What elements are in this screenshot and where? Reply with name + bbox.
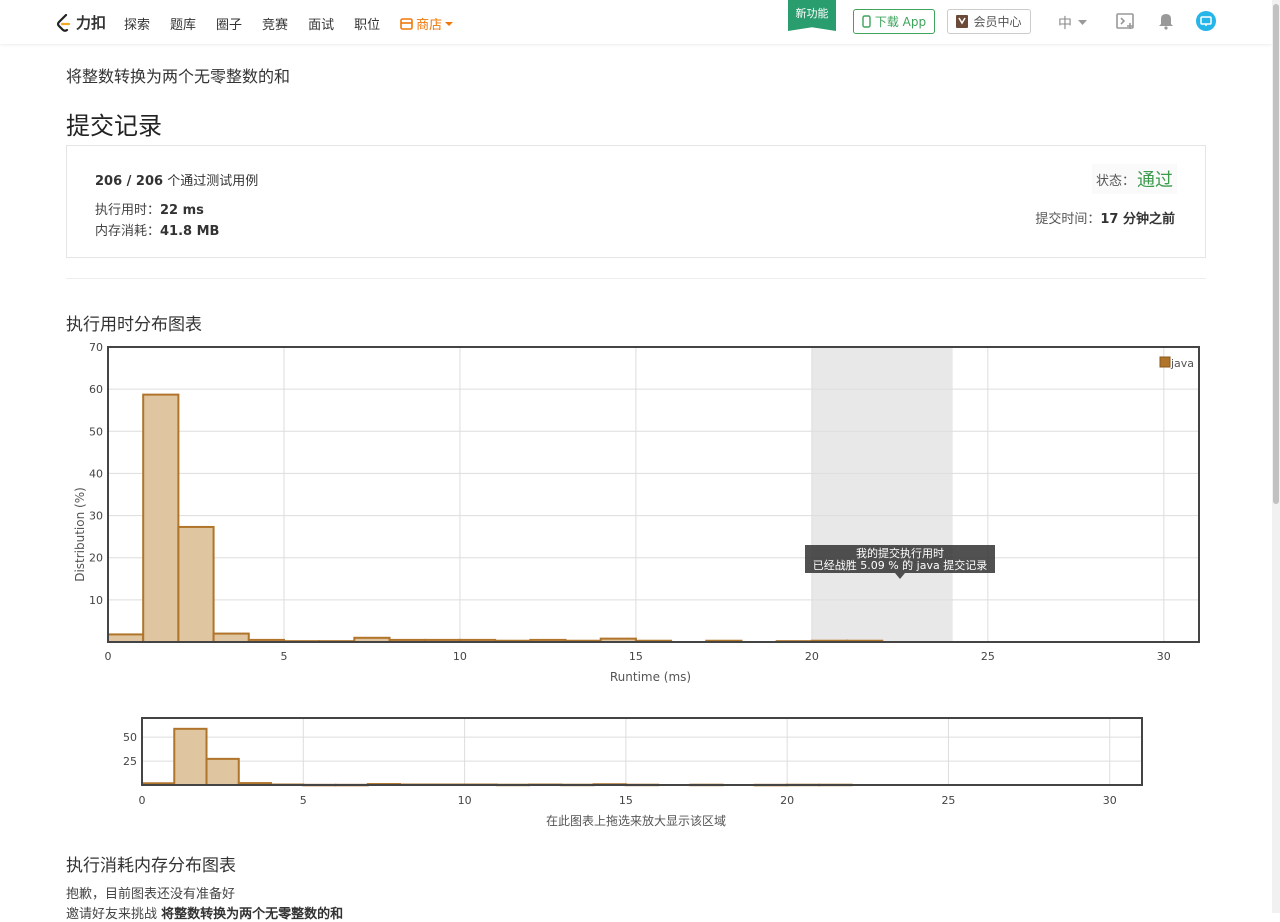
divider [66, 278, 1206, 279]
runtime-distribution-chart[interactable]: 10 20 30 40 50 60 70 0 5 10 15 20 25 30 Runtime (ms) Di… [0, 330, 1220, 700]
tooltip-arrow [895, 573, 905, 579]
nav-item-explore[interactable]: 探索 [124, 18, 151, 33]
nav-y-tick-label: 50 [123, 731, 137, 744]
legend-swatch [1159, 356, 1171, 368]
runtime-value: 22 ms [160, 203, 204, 218]
invite-prefix: 邀请好友来挑战 [66, 907, 158, 922]
vip-bookmark-icon [956, 15, 969, 28]
submit-time-value: 17 分钟之前 [1100, 212, 1175, 227]
language-switcher[interactable]: 中 [1058, 13, 1087, 33]
download-app-button[interactable]: 下载 App [853, 9, 935, 34]
nav-histogram-bar [173, 727, 208, 786]
memory-value: 41.8 MB [160, 224, 220, 239]
legend-label: java [1170, 357, 1194, 370]
nav-x-tick-label: 25 [941, 794, 955, 807]
x-tick-label: 30 [1157, 650, 1171, 663]
nav-hint: 在此图表上拖选来放大显示该区域 [546, 813, 726, 828]
store-icon [400, 17, 413, 30]
x-tick-label: 0 [105, 650, 112, 663]
x-axis-label: Runtime (ms) [610, 670, 691, 684]
x-tick-label: 20 [805, 650, 819, 663]
tooltip-box [805, 545, 995, 573]
nav-y-tick-label: 25 [123, 755, 137, 768]
memory-label: 内存消耗： [95, 224, 161, 239]
scrollbar-thumb[interactable] [1273, 4, 1279, 504]
nav-histogram-bar [205, 757, 240, 786]
language-label: 中 [1058, 16, 1072, 32]
y-tick-label: 60 [89, 383, 103, 396]
download-app-label: 下载 App [874, 15, 927, 29]
memory-chart-unavailable: 抱歉，目前图表还没有准备好 [66, 887, 236, 902]
x-tick-label: 5 [280, 650, 287, 663]
nav-x-tick-label: 30 [1103, 794, 1117, 807]
y-tick-label: 20 [89, 552, 103, 565]
status-label: 状态： [1095, 173, 1135, 189]
runtime-row: 执行用时：22 ms [95, 199, 204, 218]
problem-title[interactable]: 将整数转换为两个无零整数的和 [66, 67, 291, 86]
page-title: 提交记录 [66, 112, 162, 140]
histogram-bar [107, 633, 145, 643]
invite-problem-link[interactable]: 将整数转换为两个无零整数的和 [161, 907, 344, 922]
brand-name: 力扣 [76, 14, 107, 32]
x-tick-label: 25 [981, 650, 995, 663]
histogram-bar [142, 393, 180, 643]
runtime-label: 执行用时： [95, 203, 161, 218]
submit-time-row: 提交时间：17 分钟之前 [1035, 208, 1175, 227]
brand-logo[interactable]: 力扣 [56, 12, 106, 33]
vip-center-button[interactable]: 会员中心 [947, 9, 1031, 34]
nav-item-contest[interactable]: 竞赛 [262, 18, 289, 33]
tooltip-line-2: 已经战胜 5.09 % 的 java 提交记录 [813, 558, 987, 572]
new-feature-badge[interactable]: 新功能 [788, 0, 836, 31]
leetcode-logo-icon [56, 13, 71, 32]
runtime-navigator-chart[interactable]: 25 50 0 5 10 15 20 25 30 在此图表上拖选来放大显示该区域 [0, 705, 1220, 835]
chevron-down-icon [1078, 20, 1087, 25]
tooltip-line-1: 我的提交执行用时 [856, 546, 944, 560]
nav-item-store[interactable]: 商店 [400, 14, 454, 33]
nav-x-tick-label: 0 [139, 794, 146, 807]
nav-plot-frame [141, 717, 1143, 786]
page-scrollbar[interactable] [1272, 0, 1280, 913]
histogram-bar [212, 632, 250, 644]
testcases-count: 206 / 206 [95, 174, 164, 189]
plot-frame [107, 346, 1200, 643]
x-tick-label: 10 [453, 650, 467, 663]
testcases-suffix: 个通过测试用例 [167, 174, 259, 189]
top-navbar: 力扣 探索 题库 圈子 竞赛 面试 职位 商店 新功能 下载 App 会员中心 … [0, 0, 1272, 44]
nav-item-problems[interactable]: 题库 [170, 18, 197, 33]
main-nav: 探索 题库 圈子 竞赛 面试 职位 商店 [124, 14, 473, 33]
runtime-chart-title: 执行用时分布图表 [66, 315, 202, 335]
memory-chart-title: 执行消耗内存分布图表 [66, 856, 236, 876]
submit-time-label: 提交时间： [1035, 212, 1101, 227]
playground-icon[interactable] [1116, 13, 1136, 30]
histogram-bar [177, 525, 215, 643]
bell-icon[interactable] [1158, 12, 1174, 30]
vip-center-label: 会员中心 [973, 15, 1022, 29]
nav-x-tick-label: 15 [619, 794, 633, 807]
testcases-passed: 206 / 206 个通过测试用例 [95, 170, 258, 189]
nav-x-tick-label: 20 [780, 794, 794, 807]
nav-x-tick-label: 10 [458, 794, 472, 807]
y-tick-label: 70 [89, 341, 103, 354]
y-tick-label: 30 [89, 510, 103, 523]
nav-x-tick-label: 5 [300, 794, 307, 807]
chevron-down-icon [445, 21, 454, 26]
status-value[interactable]: 通过 [1137, 170, 1173, 191]
x-tick-label: 15 [629, 650, 643, 663]
nav-item-discuss[interactable]: 圈子 [216, 18, 243, 33]
store-label: 商店 [416, 18, 443, 33]
status-row: 状态： 通过 [1091, 164, 1177, 194]
highlight-band [811, 347, 953, 642]
y-axis-label: Distribution (%) [73, 487, 87, 582]
monitor-icon [1200, 16, 1212, 26]
nav-item-jobs[interactable]: 职位 [354, 18, 381, 33]
y-tick-label: 50 [89, 425, 103, 438]
y-tick-label: 10 [89, 594, 103, 607]
phone-icon [862, 15, 871, 28]
nav-item-interview[interactable]: 面试 [308, 18, 335, 33]
submission-result-card: 206 / 206 个通过测试用例 执行用时：22 ms 内存消耗：41.8 M… [66, 145, 1206, 258]
avatar[interactable] [1196, 11, 1216, 31]
y-tick-label: 40 [89, 467, 103, 480]
memory-row: 内存消耗：41.8 MB [95, 220, 219, 239]
